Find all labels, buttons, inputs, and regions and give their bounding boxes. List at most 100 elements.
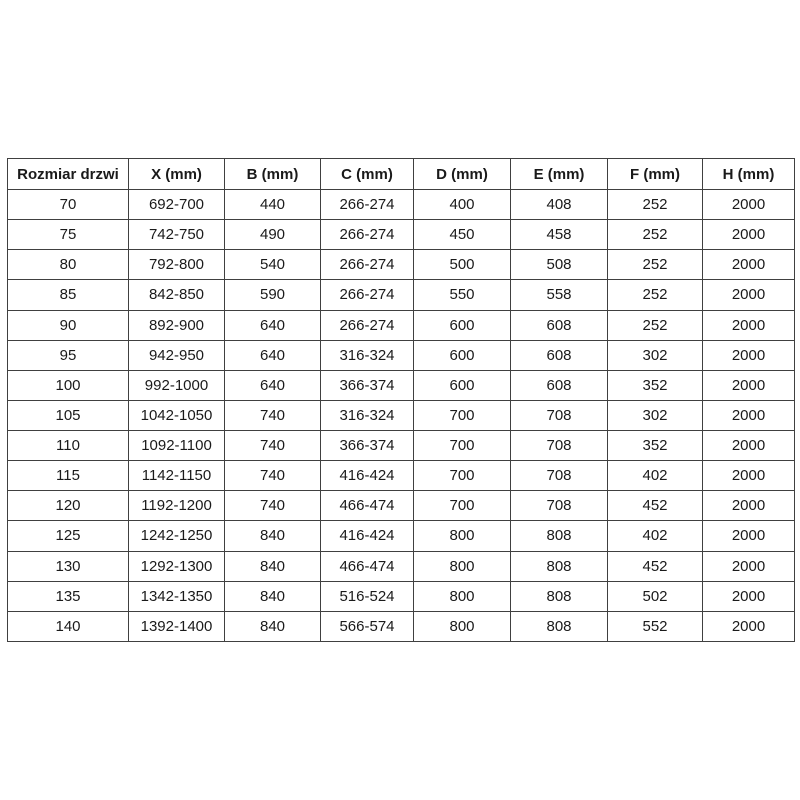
table-row: 105 1042-1050 740 316-324 700 708 302 2000 bbox=[7, 399, 795, 432]
table-cell: 80 bbox=[7, 249, 129, 281]
table-cell: 840 bbox=[224, 580, 321, 612]
table-cell: 90 bbox=[7, 309, 129, 341]
table-cell: 2000 bbox=[702, 610, 795, 643]
table-cell: 416-424 bbox=[320, 520, 414, 552]
table-cell: 740 bbox=[224, 490, 321, 522]
table-cell: 808 bbox=[510, 610, 608, 643]
table-cell: 608 bbox=[510, 339, 608, 371]
table-cell: 502 bbox=[607, 580, 703, 612]
table-cell: 600 bbox=[413, 339, 511, 371]
table-cell: 590 bbox=[224, 279, 321, 311]
header-cell-3: C (mm) bbox=[320, 158, 414, 190]
table-row: 100 992-1000 640 366-374 600 608 352 2000 bbox=[7, 369, 795, 401]
table-cell: 252 bbox=[607, 249, 703, 281]
table-cell: 366-374 bbox=[320, 369, 414, 401]
header-cell-6: F (mm) bbox=[607, 158, 703, 190]
table-cell: 800 bbox=[413, 610, 511, 643]
table-cell: 2000 bbox=[702, 279, 795, 311]
table-cell: 1342-1350 bbox=[128, 580, 225, 612]
header-cell-7: H (mm) bbox=[702, 158, 795, 190]
table-cell: 840 bbox=[224, 520, 321, 552]
table-row: 80 792-800 540 266-274 500 508 252 2000 bbox=[7, 249, 795, 281]
header-cell-5: E (mm) bbox=[510, 158, 608, 190]
table-cell: 2000 bbox=[702, 339, 795, 371]
table-cell: 608 bbox=[510, 309, 608, 341]
table-cell: 800 bbox=[413, 550, 511, 582]
table-cell: 110 bbox=[7, 429, 129, 462]
table-row: 115 1142-1150 740 416-424 700 708 402 2000 bbox=[7, 460, 795, 492]
table-cell: 540 bbox=[224, 249, 321, 281]
header-cell-4: D (mm) bbox=[413, 158, 511, 190]
table-cell: 740 bbox=[224, 399, 321, 432]
door-size-table: Rozmiar drzwi X (mm) B (mm) C (mm) D (mm) E (… bbox=[7, 158, 795, 643]
table-cell: 808 bbox=[510, 550, 608, 582]
table-cell: 366-374 bbox=[320, 429, 414, 462]
header-cell-1: X (mm) bbox=[128, 158, 225, 190]
table-cell: 352 bbox=[607, 429, 703, 462]
table-cell: 708 bbox=[510, 399, 608, 432]
table-cell: 440 bbox=[224, 188, 321, 221]
table-cell: 316-324 bbox=[320, 339, 414, 371]
table-cell: 558 bbox=[510, 279, 608, 311]
table-cell: 808 bbox=[510, 520, 608, 552]
table-cell: 466-474 bbox=[320, 490, 414, 522]
table-cell: 252 bbox=[607, 309, 703, 341]
table-cell: 1192-1200 bbox=[128, 490, 225, 522]
table-cell: 130 bbox=[7, 550, 129, 582]
table-cell: 75 bbox=[7, 219, 129, 251]
table-cell: 266-274 bbox=[320, 219, 414, 251]
table-cell: 742-750 bbox=[128, 219, 225, 251]
table-cell: 140 bbox=[7, 610, 129, 643]
table-cell: 266-274 bbox=[320, 249, 414, 281]
header-row: Rozmiar drzwi X (mm) B (mm) C (mm) D (mm) E (… bbox=[7, 158, 795, 190]
table-cell: 552 bbox=[607, 610, 703, 643]
table-cell: 252 bbox=[607, 188, 703, 221]
table-cell: 516-524 bbox=[320, 580, 414, 612]
table-cell: 135 bbox=[7, 580, 129, 612]
table-cell: 708 bbox=[510, 429, 608, 462]
table-row: 125 1242-1250 840 416-424 800 808 402 2000 bbox=[7, 520, 795, 552]
table-cell: 2000 bbox=[702, 249, 795, 281]
table-cell: 640 bbox=[224, 369, 321, 401]
table-cell: 266-274 bbox=[320, 279, 414, 311]
table-cell: 1042-1050 bbox=[128, 399, 225, 432]
table-cell: 550 bbox=[413, 279, 511, 311]
table-cell: 70 bbox=[7, 188, 129, 221]
table-cell: 1292-1300 bbox=[128, 550, 225, 582]
table-cell: 2000 bbox=[702, 429, 795, 462]
table-cell: 640 bbox=[224, 339, 321, 371]
table-row: 110 1092-1100 740 366-374 700 708 352 2000 bbox=[7, 429, 795, 462]
table-body: 70 692-700 440 266-274 400 408 252 2000 75 742-75… bbox=[7, 188, 795, 643]
table-cell: 1242-1250 bbox=[128, 520, 225, 552]
table-cell: 800 bbox=[413, 580, 511, 612]
table-cell: 800 bbox=[413, 520, 511, 552]
header-cell-0: Rozmiar drzwi bbox=[7, 158, 129, 190]
table-cell: 700 bbox=[413, 429, 511, 462]
table-cell: 708 bbox=[510, 460, 608, 492]
table-cell: 115 bbox=[7, 460, 129, 492]
table-cell: 466-474 bbox=[320, 550, 414, 582]
table-cell: 452 bbox=[607, 550, 703, 582]
table-cell: 2000 bbox=[702, 550, 795, 582]
table-cell: 458 bbox=[510, 219, 608, 251]
table-cell: 400 bbox=[413, 188, 511, 221]
table-cell: 692-700 bbox=[128, 188, 225, 221]
table-cell: 1392-1400 bbox=[128, 610, 225, 643]
table-row: 130 1292-1300 840 466-474 800 808 452 2000 bbox=[7, 550, 795, 582]
table-cell: 640 bbox=[224, 309, 321, 341]
table-cell: 105 bbox=[7, 399, 129, 432]
table-cell: 808 bbox=[510, 580, 608, 612]
table-cell: 402 bbox=[607, 520, 703, 552]
table-row: 85 842-850 590 266-274 550 558 252 2000 bbox=[7, 279, 795, 311]
table-cell: 700 bbox=[413, 490, 511, 522]
table-cell: 408 bbox=[510, 188, 608, 221]
table-cell: 2000 bbox=[702, 309, 795, 341]
table-cell: 125 bbox=[7, 520, 129, 552]
table-cell: 608 bbox=[510, 369, 608, 401]
table-cell: 450 bbox=[413, 219, 511, 251]
table-cell: 700 bbox=[413, 399, 511, 432]
table-cell: 316-324 bbox=[320, 399, 414, 432]
table-cell: 600 bbox=[413, 369, 511, 401]
table-cell: 2000 bbox=[702, 520, 795, 552]
